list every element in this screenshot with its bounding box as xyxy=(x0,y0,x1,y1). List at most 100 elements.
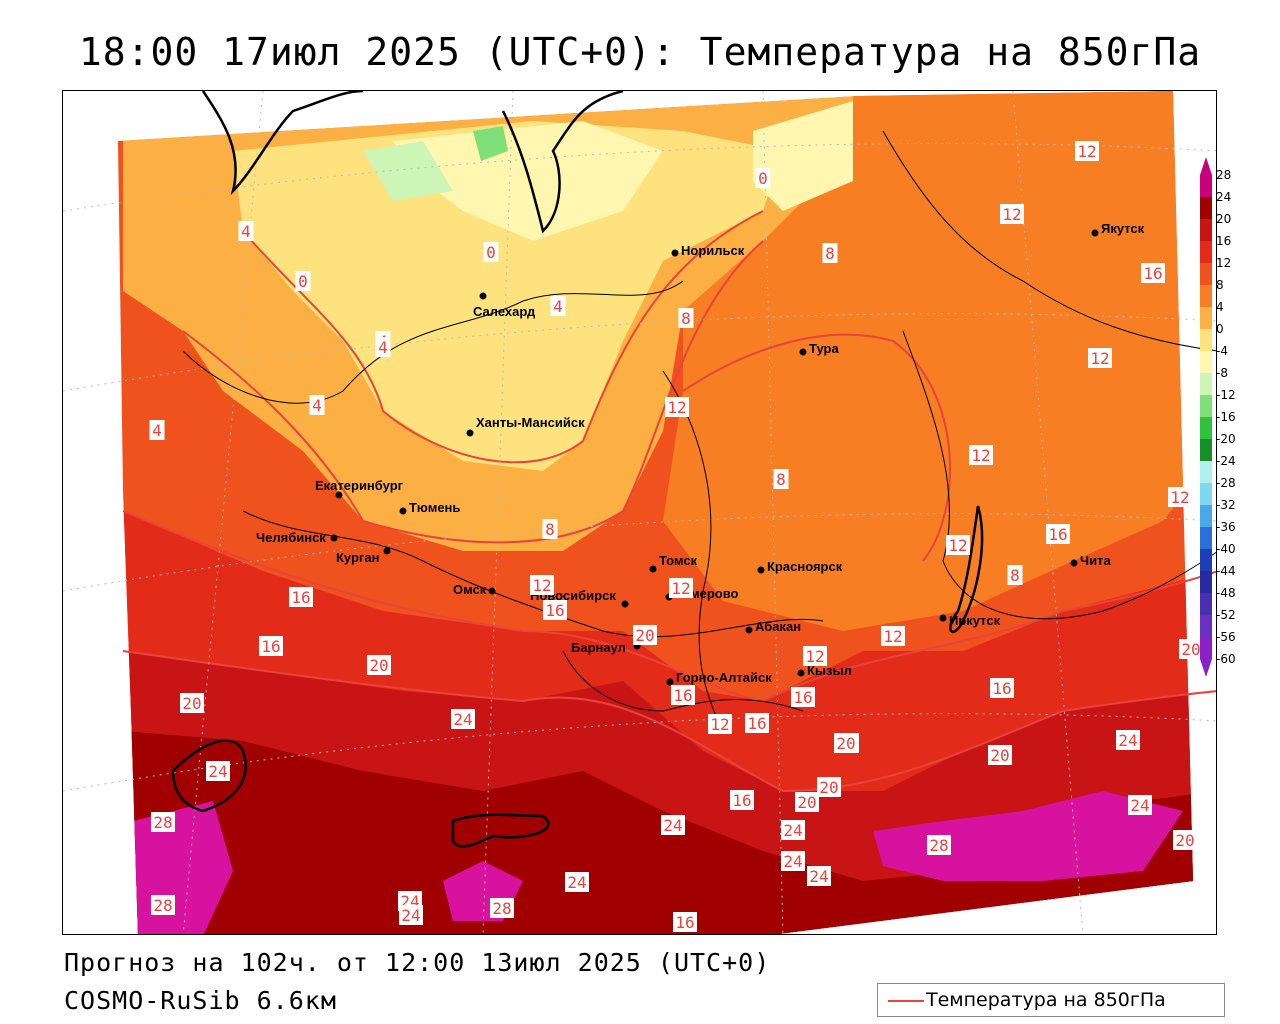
svg-text:20: 20 xyxy=(819,778,838,797)
svg-text:16: 16 xyxy=(992,679,1011,698)
svg-text:12: 12 xyxy=(710,715,729,734)
forecast-info: Прогноз на 102ч. от 12:00 13июл 2025 (UT… xyxy=(64,948,771,977)
svg-text:20: 20 xyxy=(1181,640,1200,659)
contour-value-label: 16 xyxy=(673,912,697,932)
svg-text:12: 12 xyxy=(1170,488,1189,507)
scale-swatch xyxy=(1200,373,1212,395)
svg-text:24: 24 xyxy=(401,906,420,925)
city-label: Норильск xyxy=(681,243,745,258)
svg-text:16: 16 xyxy=(291,588,310,607)
scale-tick-label: 20 xyxy=(1216,212,1231,226)
svg-text:16: 16 xyxy=(545,601,564,620)
svg-text:12: 12 xyxy=(971,446,990,465)
scale-tick-label: -32 xyxy=(1216,498,1236,512)
contour-value-label: 20 xyxy=(988,745,1012,765)
contour-value-label: 24 xyxy=(781,851,805,871)
contour-value-label: 20 xyxy=(795,792,819,812)
contour-value-label: 4 xyxy=(149,420,165,440)
scale-tick-label: 4 xyxy=(1216,300,1224,314)
scale-swatch xyxy=(1200,549,1212,571)
svg-text:0: 0 xyxy=(486,243,496,262)
city-label: Чита xyxy=(1080,553,1111,568)
legend-label: Температура на 850гПа xyxy=(926,989,1166,1011)
scale-swatch xyxy=(1200,175,1212,197)
contour-value-label: 12 xyxy=(708,714,732,734)
contour-value-label: 20 xyxy=(1179,639,1203,659)
scale-tick-label: -24 xyxy=(1216,454,1236,468)
contour-value-label: 24 xyxy=(807,866,831,886)
model-name: COSMO-RuSib 6.6км xyxy=(64,986,337,1015)
city-kyzyl: Кызыл xyxy=(797,663,852,678)
svg-text:8: 8 xyxy=(776,470,786,489)
contour-value-label: 16 xyxy=(791,687,815,707)
city-label: Горно-Алтайск xyxy=(676,670,772,685)
scale-swatch xyxy=(1200,241,1212,263)
contour-value-label: 16 xyxy=(745,713,769,733)
svg-text:24: 24 xyxy=(809,867,828,886)
svg-text:16: 16 xyxy=(673,686,692,705)
city-irkutsk: Иркутск xyxy=(939,613,1001,628)
contour-value-label: 16 xyxy=(1046,524,1070,544)
city-label: Тура xyxy=(809,341,839,356)
scale-tick-label: 0 xyxy=(1216,322,1224,336)
scale-swatch xyxy=(1200,263,1212,285)
scale-swatch xyxy=(1200,329,1212,351)
contour-value-label: 8 xyxy=(773,469,789,489)
contour-value-label: 20 xyxy=(1173,830,1197,850)
contour-value-label: 24 xyxy=(565,872,589,892)
scale-swatch xyxy=(1200,527,1212,549)
contour-value-label: 24 xyxy=(1128,795,1152,815)
svg-text:4: 4 xyxy=(241,222,251,241)
contour-value-label: 12 xyxy=(669,578,693,598)
svg-text:12: 12 xyxy=(1077,142,1096,161)
svg-text:20: 20 xyxy=(635,626,654,645)
contour-value-label: 20 xyxy=(180,693,204,713)
legend-line-swatch xyxy=(888,1000,924,1002)
contour-value-label: 12 xyxy=(1000,204,1024,224)
contour-value-label: 24 xyxy=(1116,730,1140,750)
scale-top-arrow xyxy=(1200,157,1212,175)
scale-swatch xyxy=(1200,395,1212,417)
city-label: Ханты-Мансийск xyxy=(476,415,585,430)
contour-value-label: 12 xyxy=(665,397,689,417)
city-label: Томск xyxy=(659,553,698,568)
scale-tick-label: -40 xyxy=(1216,542,1236,556)
scale-tick-label: -52 xyxy=(1216,608,1236,622)
scale-swatch xyxy=(1200,439,1212,461)
temperature-field xyxy=(118,91,1193,934)
scale-tick-label: -56 xyxy=(1216,630,1236,644)
contour-value-label: 12 xyxy=(969,445,993,465)
contour-value-label: 12 xyxy=(803,646,827,666)
city-label: Омск xyxy=(453,582,487,597)
scale-swatch xyxy=(1200,593,1212,615)
contour-value-label: 24 xyxy=(206,761,230,781)
contour-value-label: 20 xyxy=(817,777,841,797)
city-tura: Тура xyxy=(799,341,839,356)
contour-value-label: 16 xyxy=(671,685,695,705)
city-gorno-altaysk: Горно-Алтайск xyxy=(666,670,772,686)
svg-text:4: 4 xyxy=(378,338,388,357)
city-label: Красноярск xyxy=(767,559,843,574)
svg-text:12: 12 xyxy=(883,627,902,646)
city-khanty-mansiysk: Ханты-Мансийск xyxy=(466,415,585,437)
svg-text:24: 24 xyxy=(567,873,586,892)
city-label: Кызыл xyxy=(807,663,852,678)
svg-text:16: 16 xyxy=(1143,264,1162,283)
scale-swatch xyxy=(1200,417,1212,439)
svg-text:12: 12 xyxy=(948,536,967,555)
scale-tick-label: -12 xyxy=(1216,388,1236,402)
city-label: Абакан xyxy=(755,619,801,634)
scale-tick-label: 12 xyxy=(1216,256,1231,270)
svg-text:20: 20 xyxy=(1175,831,1194,850)
temperature-map: Норильск Якутск Салехард Тура Ханты-Манс… xyxy=(62,90,1217,935)
svg-text:4: 4 xyxy=(312,396,322,415)
contour-value-label: 4 xyxy=(550,296,566,316)
contour-value-label: 12 xyxy=(1075,141,1099,161)
svg-text:12: 12 xyxy=(805,647,824,666)
city-salekhard: Салехард xyxy=(473,292,536,319)
contour-value-label: 12 xyxy=(1088,348,1112,368)
contour-labels: 1212161240404408812448812121216812161216… xyxy=(149,141,1203,932)
contour-value-label: 24 xyxy=(661,815,685,835)
svg-text:24: 24 xyxy=(453,710,472,729)
scale-swatch xyxy=(1200,219,1212,241)
